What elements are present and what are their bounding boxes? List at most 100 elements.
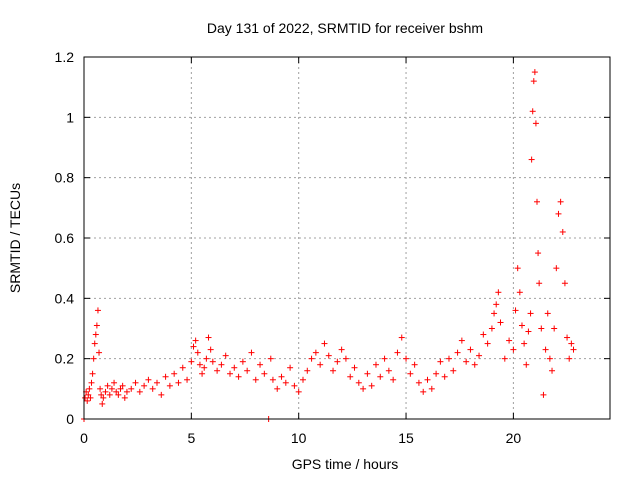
data-point [207,346,214,353]
data-point [252,376,259,383]
data-point [188,358,195,365]
data-point [495,289,502,296]
data-point [555,210,562,217]
data-point [536,280,543,287]
data-point [428,385,435,392]
data-point [239,358,246,365]
data-point [433,370,440,377]
data-point [514,265,521,272]
data-point [476,352,483,359]
data-point [437,358,444,365]
data-point [525,328,532,335]
data-points [81,69,577,422]
data-point [119,382,126,389]
data-point [91,340,98,347]
data-point [488,325,495,332]
data-point [544,310,551,317]
data-point [93,322,100,329]
data-point [106,391,113,398]
data-point [86,385,93,392]
data-point [338,346,345,353]
data-point [96,349,103,356]
x-tick-label: 5 [187,430,195,446]
data-point [171,370,178,377]
data-point [458,337,465,344]
data-point [203,355,210,362]
data-point [551,325,558,332]
data-point [381,355,388,362]
data-point [235,373,242,380]
data-point [278,373,285,380]
data-point [540,391,547,398]
data-point [92,331,99,338]
data-point [501,355,508,362]
data-point [128,385,135,392]
data-point [108,385,115,392]
data-point [295,388,302,395]
y-tick-label: 0.4 [55,290,75,306]
data-point [523,361,530,368]
data-point [534,198,541,205]
data-point [424,376,431,383]
data-point [88,379,95,386]
data-point [415,379,422,386]
data-point [205,334,212,341]
data-point [123,388,130,395]
data-point [360,385,367,392]
data-point [403,355,410,362]
data-point [559,228,566,235]
axis-ticks [83,56,610,420]
data-point [398,334,405,341]
data-point [542,346,549,353]
data-point [291,382,298,389]
data-point [192,337,199,344]
data-point [201,364,208,371]
data-point [506,337,513,344]
data-point [407,370,414,377]
data-point [516,289,523,296]
data-point [467,346,474,353]
y-tick-label: 0.8 [55,170,75,186]
data-point [330,367,337,374]
data-point [141,382,148,389]
data-point [244,367,251,374]
data-point [121,394,128,401]
data-point [355,379,362,386]
data-point [194,349,201,356]
data-point [84,397,91,404]
data-point [535,250,542,257]
data-point [497,319,504,326]
data-point [274,385,281,392]
data-point [267,355,274,362]
data-point [394,349,401,356]
data-point [218,361,225,368]
data-point [90,355,97,362]
data-point [557,198,564,205]
data-point [561,280,568,287]
data-point [491,310,498,317]
data-point [222,352,229,359]
x-tick-label: 20 [506,430,522,446]
data-point [299,376,306,383]
data-point [342,355,349,362]
data-point [145,376,152,383]
data-point [209,358,216,365]
y-tick-label: 1.2 [55,49,75,65]
data-point [99,400,106,407]
data-point [390,376,397,383]
data-point [312,349,319,356]
data-point [100,394,107,401]
data-point [166,382,173,389]
data-point [484,340,491,347]
tick-labels: 0 0.2 0.4 0.6 0.8 1 1.2 0 5 10 15 20 [55,49,522,446]
data-point [528,156,535,163]
y-tick-label: 0.6 [55,230,75,246]
data-point [132,379,139,386]
data-point [199,370,206,377]
data-point [377,373,384,380]
data-point [104,382,111,389]
data-point [385,367,392,374]
data-point [214,367,221,374]
data-point [463,358,470,365]
